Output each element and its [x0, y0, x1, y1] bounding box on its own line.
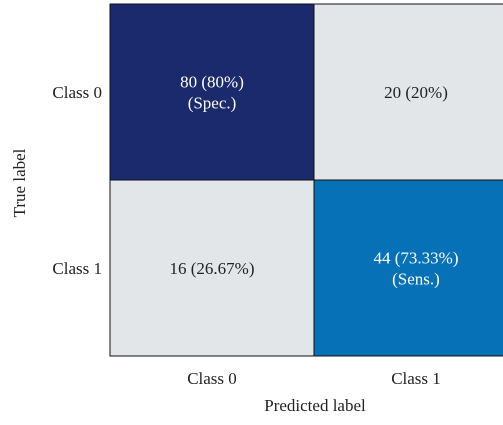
- cell-label-r1-c0-line0: 16 (26.67%): [170, 259, 255, 278]
- y-tick-label-1: Class 1: [52, 259, 102, 278]
- y-tick-label-0: Class 0: [52, 83, 102, 102]
- cell-label-r0-c0-line1: (Spec.): [188, 94, 237, 113]
- matrix-cell-r1-c1: [314, 180, 503, 356]
- x-axis-label: Predicted label: [264, 396, 366, 415]
- cell-label-r0-c0-line0: 80 (80%): [180, 73, 244, 92]
- y-axis-label: True label: [10, 148, 29, 217]
- matrix-cell-r0-c0: [110, 4, 314, 180]
- cell-label-r1-c1-line0: 44 (73.33%): [374, 249, 459, 268]
- x-tick-label-0: Class 0: [187, 369, 237, 388]
- matrix-cells: [110, 4, 503, 356]
- x-tick-label-1: Class 1: [391, 369, 441, 388]
- cell-label-r1-c1-line1: (Sens.): [392, 270, 440, 289]
- cell-label-r0-c1-line0: 20 (20%): [384, 83, 448, 102]
